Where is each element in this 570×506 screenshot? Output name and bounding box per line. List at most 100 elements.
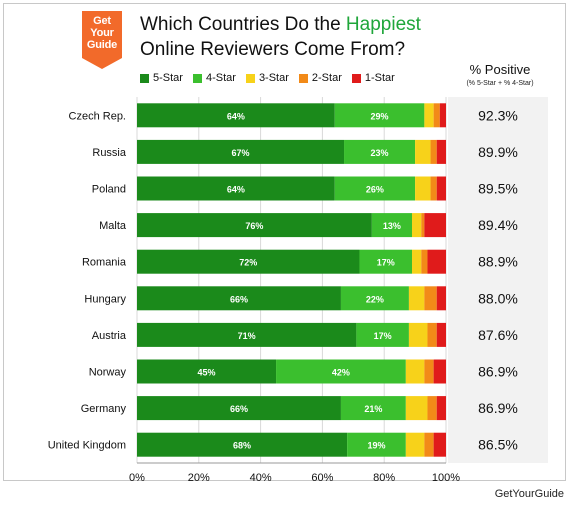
x-tick-label: 80% — [373, 472, 395, 484]
bar-segment-2-star — [427, 322, 437, 347]
legend-swatch — [245, 73, 255, 83]
bar-segment-5-star — [137, 359, 277, 384]
title-highlight: Happiest — [345, 14, 421, 35]
bar-segment-5-star — [137, 176, 335, 201]
bar-segment-2-star — [430, 176, 437, 201]
bar-segment-2-star — [424, 432, 434, 457]
bar-segment-1-star — [433, 359, 446, 384]
logo-shape — [82, 11, 122, 69]
category-label: Germany — [81, 403, 127, 415]
category-label: Norway — [89, 367, 127, 379]
bar-segment-4-star — [340, 396, 406, 421]
bar-segment-4-star — [371, 213, 413, 238]
percent-positive-title: % Positive — [469, 62, 531, 77]
bar-segment-5-star — [137, 213, 372, 238]
legend-item-4-star: 4-Star — [192, 72, 236, 84]
percent-positive-value: 86.5% — [478, 437, 518, 453]
legend-item-3-star: 3-Star — [245, 72, 289, 84]
bar-segment-5-star — [137, 322, 357, 347]
legend-label: 5-Star — [153, 72, 183, 84]
bar-segment-1-star — [436, 396, 446, 421]
title-line-2: Online Reviewers Come From? — [140, 39, 406, 60]
bar-segment-2-star — [424, 286, 437, 311]
bar-segment-2-star — [427, 396, 437, 421]
category-label: Russia — [92, 147, 127, 159]
bar-segment-3-star — [424, 103, 434, 128]
bar-segment-2-star — [424, 359, 434, 384]
bar-segment-4-star — [340, 286, 409, 311]
bar-segment-4-star — [344, 139, 416, 164]
data-label: 68% — [233, 441, 251, 451]
category-label: Hungary — [84, 293, 126, 305]
data-label: 66% — [230, 404, 248, 414]
bar-segment-3-star — [415, 139, 431, 164]
bar-segment-4-star — [359, 249, 413, 274]
bar-segment-3-star — [408, 286, 425, 311]
data-label: 45% — [198, 368, 216, 378]
percent-positive-value: 88.9% — [478, 254, 518, 270]
data-label: 67% — [232, 148, 250, 158]
legend-label: 2-Star — [311, 72, 342, 84]
bar-segment-4-star — [356, 322, 409, 347]
bar-segment-4-star — [276, 359, 406, 384]
percent-positive-value: 88.0% — [478, 290, 518, 306]
bar-segment-1-star — [424, 213, 446, 238]
category-label: Czech Rep. — [69, 110, 126, 122]
percent-positive-value: 86.9% — [478, 400, 518, 416]
bar-segment-2-star — [421, 249, 428, 274]
title-line-1: Which Countries Do the Happiest — [140, 12, 421, 37]
bar-segment-1-star — [427, 249, 446, 274]
category-label: Malta — [99, 220, 127, 232]
bar-segment-5-star — [137, 396, 341, 421]
bar-segment-1-star — [436, 286, 446, 311]
bar-segment-5-star — [137, 432, 348, 457]
bar-segment-1-star — [439, 103, 446, 128]
bar-segment-5-star — [137, 286, 341, 311]
data-label: 17% — [377, 258, 395, 268]
data-label: 17% — [374, 331, 392, 341]
data-label: 13% — [383, 221, 401, 231]
logo-word-get: Get — [93, 15, 111, 27]
bar-segment-3-star — [405, 396, 428, 421]
percent-positive-value: 89.9% — [478, 144, 518, 160]
x-tick-label: 100% — [432, 472, 460, 484]
bar-segment-3-star — [412, 249, 422, 274]
legend-item-2-star: 2-Star — [298, 72, 342, 84]
bar-segment-1-star — [436, 176, 446, 201]
chart-legend: 5-Star 4-Star 3-Star 2-Star 1-Star — [140, 72, 395, 84]
legend-item-5-star: 5-Star — [140, 72, 183, 84]
legend-item-1-star: 1-Star — [351, 72, 395, 84]
data-label: 29% — [371, 111, 389, 121]
data-label: 64% — [227, 111, 245, 121]
category-label: Romania — [82, 257, 127, 269]
legend-label: 1-Star — [364, 72, 395, 84]
bar-segment-2-star — [433, 103, 440, 128]
legend-label: 4-Star — [205, 72, 236, 84]
data-label: 71% — [238, 331, 256, 341]
bar-segment-1-star — [436, 139, 446, 164]
category-label: Poland — [92, 184, 126, 196]
logo-word-guide: Guide — [86, 39, 118, 51]
data-label: 42% — [332, 368, 350, 378]
data-label: 64% — [227, 185, 245, 195]
bar-segment-5-star — [137, 139, 345, 164]
data-label: 23% — [371, 148, 389, 158]
title-line-1-text: Which Countries Do the — [140, 14, 346, 35]
x-tick-label: 60% — [311, 472, 333, 484]
percent-positive-value: 89.4% — [478, 217, 518, 233]
bar-segment-1-star — [436, 322, 446, 347]
category-label: Austria — [92, 330, 127, 342]
bar-segment-3-star — [405, 359, 425, 384]
legend-label: 3-Star — [258, 72, 289, 84]
data-label: 26% — [366, 185, 384, 195]
x-tick-label: 0% — [129, 472, 145, 484]
logo-word-your: Your — [90, 27, 114, 39]
x-tick-label: 40% — [250, 472, 272, 484]
percent-positive-panel — [448, 97, 548, 463]
data-label: 19% — [367, 441, 385, 451]
legend-swatch — [351, 73, 361, 83]
percent-positive-value: 87.6% — [478, 327, 518, 343]
legend-swatch — [192, 73, 202, 83]
percent-positive-value: 86.9% — [478, 364, 518, 380]
